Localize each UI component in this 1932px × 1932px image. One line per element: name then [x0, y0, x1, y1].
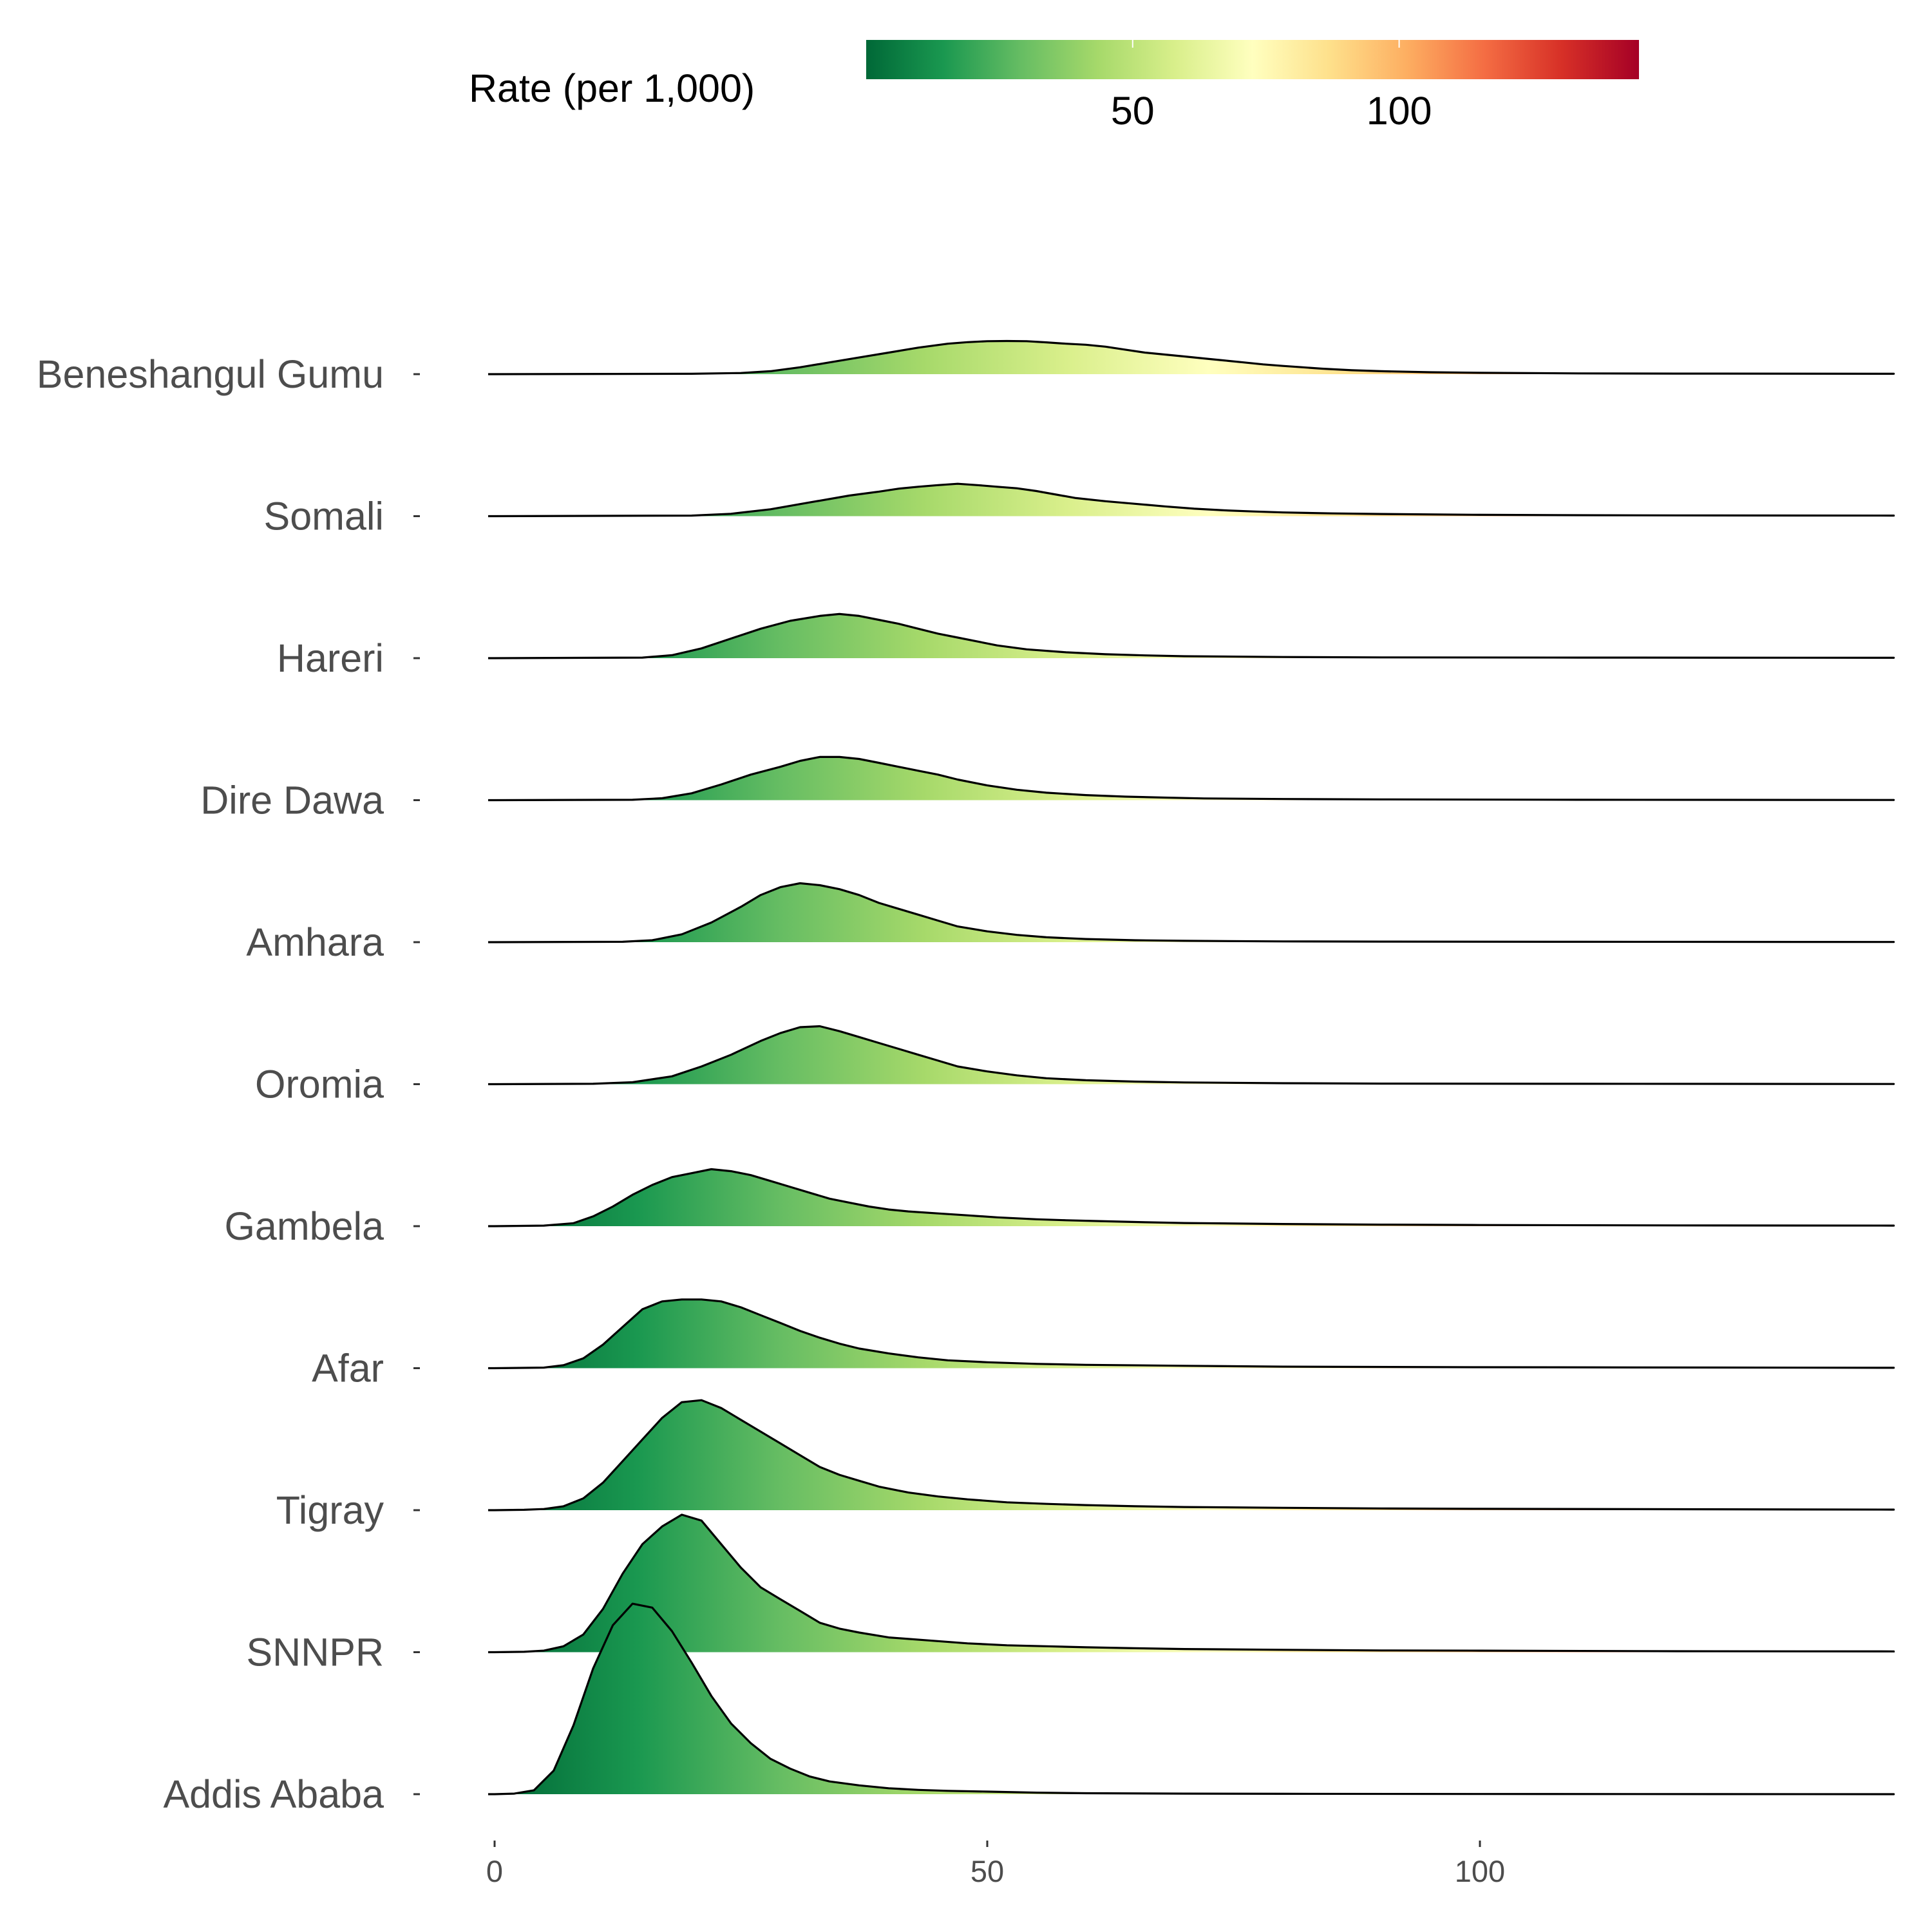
y-tick-label: Addis Ababa: [163, 1772, 384, 1816]
y-tick-label: Gambela: [224, 1204, 384, 1248]
ridge-gambela: [488, 1168, 1895, 1227]
x-axis: 0 50 100: [486, 1841, 1505, 1888]
colorbar-tick-label: 50: [1111, 89, 1155, 133]
ridge-outline-hareri: [488, 612, 1895, 659]
ridge-area-oromia: [488, 1026, 1894, 1084]
ridge-area-dire-dawa: [488, 757, 1894, 800]
y-tick-label: Somali: [264, 495, 384, 538]
ridge-area-hareri: [488, 614, 1894, 658]
ridge-tigray: [488, 1399, 1895, 1511]
ridge-outline-snnpr: [488, 1513, 1895, 1654]
ridge-outline-amhara: [488, 882, 1895, 943]
y-tick-label: Afar: [312, 1347, 384, 1390]
y-tick-label: Dire Dawa: [200, 779, 384, 822]
ridge-somali: [488, 482, 1895, 518]
ridge-outline-oromia: [488, 1025, 1895, 1086]
y-tick-label: Hareri: [277, 636, 384, 680]
colorbar: [866, 40, 1639, 79]
y-tick-label: SNNPR: [246, 1631, 384, 1674]
y-tick-label: Amhara: [246, 920, 384, 964]
ridge-area-gambela: [488, 1169, 1894, 1226]
colorbar-tick-label: 100: [1367, 89, 1432, 133]
x-tick-label: 100: [1455, 1854, 1505, 1888]
ridge-snnpr: [488, 1513, 1895, 1654]
ridge-oromia: [488, 1025, 1895, 1086]
ridge-outline-dire-dawa: [488, 755, 1895, 802]
colorbar-ticks: 50 100: [1111, 40, 1432, 133]
ridges: [488, 339, 1895, 1795]
ridge-outline-afar: [488, 1298, 1895, 1370]
y-tick-label: Oromia: [255, 1063, 384, 1106]
ridge-area-afar: [488, 1299, 1894, 1368]
ridge-area-tigray: [488, 1400, 1894, 1510]
y-axis: Beneshangul Gumu Somali Hareri Dire Dawa Amh…: [37, 352, 420, 1816]
ridge-addis-ababa: [488, 1602, 1895, 1795]
x-tick-label: 50: [971, 1854, 1004, 1888]
y-tick-label: Tigray: [276, 1488, 384, 1532]
legend: Rate (per 1,000) 50 100: [469, 40, 1639, 133]
ridge-hareri: [488, 612, 1895, 659]
x-tick-label: 0: [486, 1854, 503, 1888]
ridge-beneshangul-gumu: [488, 339, 1895, 375]
ridge-amhara: [488, 882, 1895, 943]
ridge-area-addis-ababa: [488, 1604, 1894, 1794]
ridge-outline-gambela: [488, 1168, 1895, 1227]
legend-title: Rate (per 1,000): [469, 66, 755, 110]
y-tick-label: Beneshangul Gumu: [37, 352, 384, 396]
ridge-dire-dawa: [488, 755, 1895, 802]
ridge-area-amhara: [488, 883, 1894, 942]
ridge-outline-addis-ababa: [488, 1602, 1895, 1795]
ridge-area-snnpr: [488, 1515, 1894, 1653]
ridge-afar: [488, 1298, 1895, 1370]
ridge-outline-somali: [488, 482, 1895, 518]
ridge-area-somali: [488, 484, 1894, 516]
ridge-outline-tigray: [488, 1399, 1895, 1511]
ridge-outline-beneshangul-gumu: [488, 339, 1895, 375]
